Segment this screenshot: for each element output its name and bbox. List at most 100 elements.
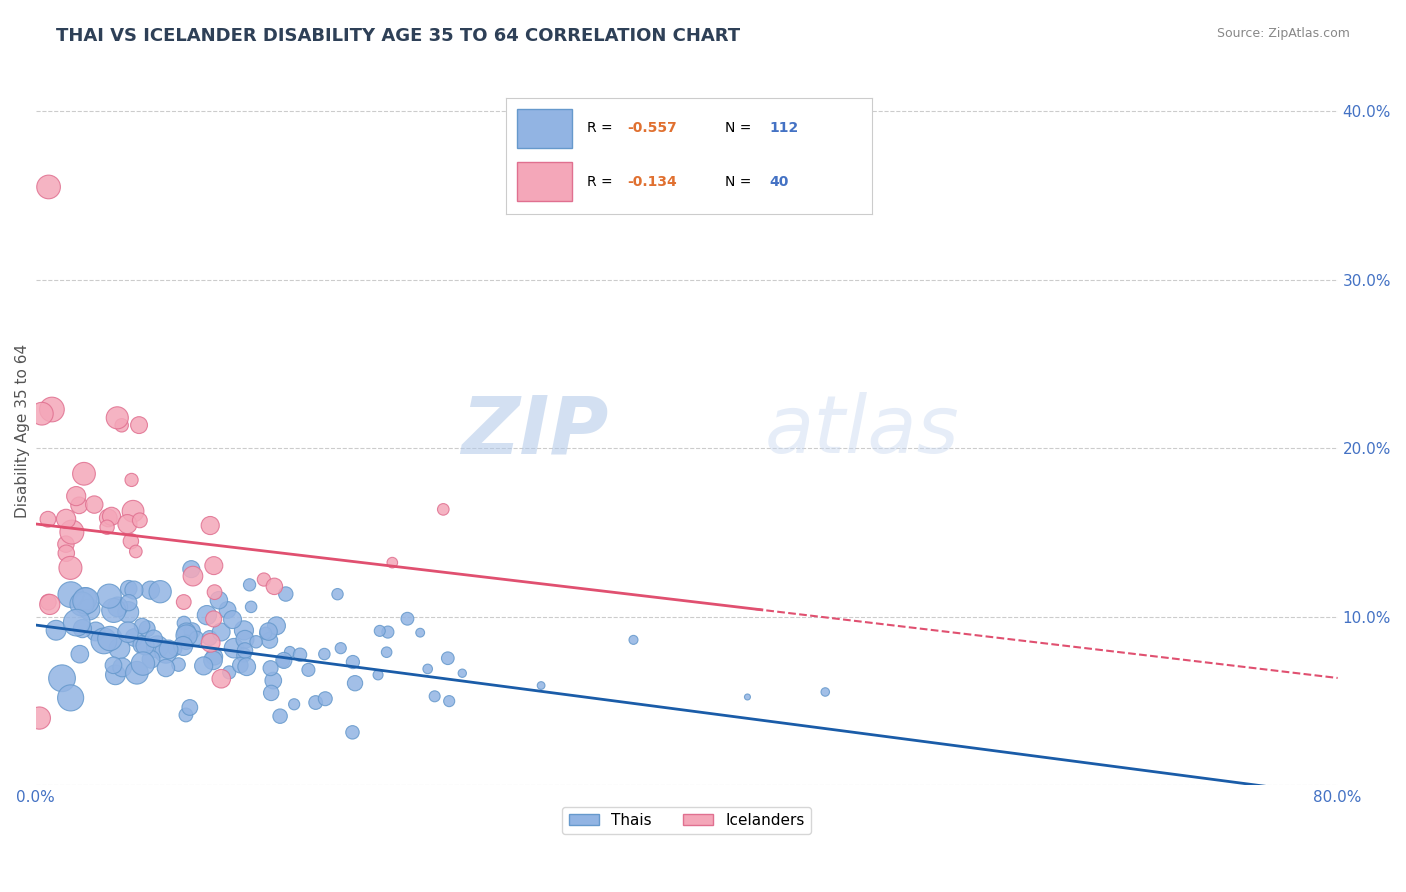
Point bbox=[75, 592, 97, 607]
Point bbox=[283, 698, 305, 712]
Point bbox=[75, 594, 97, 608]
Point bbox=[181, 624, 204, 638]
Point bbox=[218, 665, 240, 680]
Point bbox=[209, 672, 232, 686]
Point bbox=[121, 473, 143, 487]
Point bbox=[55, 537, 77, 551]
Y-axis label: Disability Age 35 to 64: Disability Age 35 to 64 bbox=[15, 344, 30, 518]
FancyBboxPatch shape bbox=[517, 162, 572, 202]
Point bbox=[111, 418, 134, 433]
Point bbox=[120, 534, 142, 549]
Point bbox=[136, 622, 159, 636]
Point bbox=[253, 573, 276, 587]
Point bbox=[128, 418, 150, 433]
Point bbox=[142, 632, 165, 646]
Text: 112: 112 bbox=[769, 121, 799, 136]
Point bbox=[172, 639, 194, 653]
Point bbox=[222, 641, 245, 656]
Point bbox=[173, 595, 195, 609]
Point bbox=[157, 642, 180, 657]
Point bbox=[59, 690, 82, 705]
Point bbox=[288, 648, 311, 662]
Point bbox=[100, 509, 122, 524]
Point bbox=[131, 638, 153, 652]
Point bbox=[396, 612, 419, 626]
Point bbox=[103, 658, 125, 673]
Point bbox=[263, 579, 285, 593]
Point bbox=[181, 569, 204, 583]
Point bbox=[367, 668, 389, 682]
Point bbox=[173, 616, 195, 631]
Point bbox=[229, 658, 252, 673]
Point bbox=[128, 513, 150, 527]
Point bbox=[233, 624, 256, 638]
Point bbox=[274, 587, 297, 601]
Legend: Thais, Icelanders: Thais, Icelanders bbox=[562, 807, 811, 834]
Point bbox=[200, 636, 222, 650]
Point bbox=[342, 655, 364, 669]
Point bbox=[98, 632, 121, 646]
Point bbox=[623, 632, 645, 647]
Point bbox=[118, 596, 141, 610]
Point bbox=[233, 632, 256, 647]
Point bbox=[271, 654, 294, 668]
Point bbox=[381, 556, 404, 570]
Point bbox=[67, 499, 90, 513]
Point bbox=[179, 700, 201, 714]
Point bbox=[134, 639, 156, 653]
Point bbox=[198, 631, 221, 645]
Point bbox=[344, 676, 367, 690]
Point bbox=[155, 661, 177, 675]
Point bbox=[79, 602, 101, 616]
Text: atlas: atlas bbox=[765, 392, 959, 470]
Point bbox=[186, 631, 208, 645]
Point bbox=[254, 626, 277, 640]
Text: N =: N = bbox=[725, 175, 756, 188]
Text: R =: R = bbox=[586, 175, 617, 188]
Point bbox=[60, 524, 83, 539]
Point bbox=[202, 649, 225, 664]
Point bbox=[122, 582, 145, 597]
Point bbox=[200, 518, 222, 533]
Point bbox=[314, 647, 336, 661]
Point bbox=[51, 671, 73, 685]
Point bbox=[314, 691, 336, 706]
Point bbox=[195, 608, 218, 623]
Point bbox=[139, 583, 162, 598]
Point bbox=[530, 679, 553, 693]
Point bbox=[96, 520, 118, 534]
Point bbox=[118, 582, 141, 596]
Point bbox=[329, 641, 352, 656]
Text: -0.557: -0.557 bbox=[627, 121, 676, 136]
Point bbox=[73, 467, 96, 481]
Point bbox=[208, 593, 231, 607]
Point bbox=[28, 711, 51, 725]
Point bbox=[93, 634, 115, 648]
Point bbox=[235, 659, 257, 673]
Point bbox=[305, 696, 328, 710]
Point bbox=[104, 668, 127, 682]
Point bbox=[437, 651, 460, 665]
Point bbox=[72, 596, 94, 610]
Point bbox=[111, 660, 134, 674]
Point bbox=[262, 673, 284, 688]
Point bbox=[814, 685, 837, 699]
Point bbox=[221, 613, 243, 627]
Point bbox=[37, 512, 59, 526]
Point bbox=[122, 631, 145, 645]
Point bbox=[239, 578, 262, 592]
Point bbox=[204, 585, 226, 599]
Point bbox=[174, 635, 197, 649]
Point bbox=[209, 625, 232, 640]
Point bbox=[149, 584, 172, 599]
Point bbox=[38, 598, 60, 612]
Point bbox=[66, 615, 89, 630]
Point bbox=[437, 694, 460, 708]
Point bbox=[38, 180, 60, 194]
Point bbox=[416, 662, 439, 676]
Point bbox=[342, 725, 364, 739]
Point bbox=[105, 410, 128, 425]
Point bbox=[278, 645, 301, 659]
Point bbox=[98, 589, 121, 603]
Point bbox=[146, 640, 169, 654]
